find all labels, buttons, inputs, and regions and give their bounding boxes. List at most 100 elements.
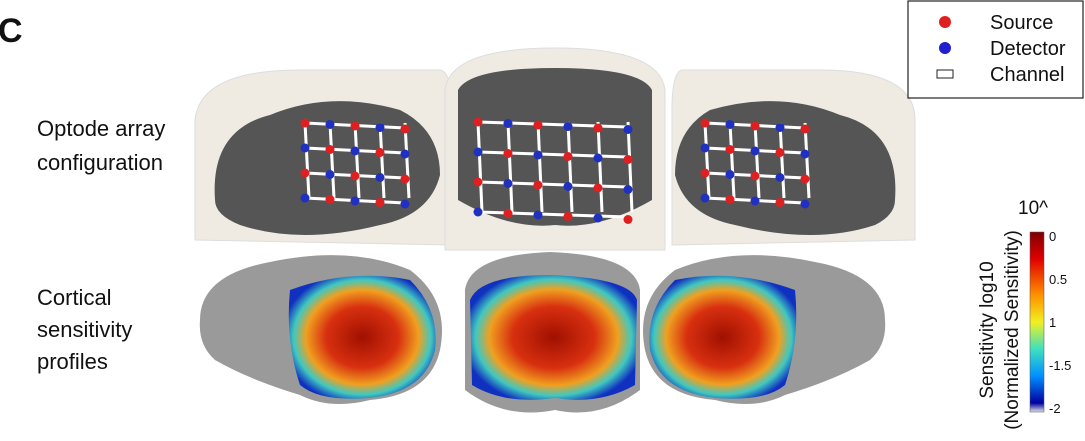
channel [506, 121, 514, 213]
optode [800, 174, 810, 184]
legend: Source Detector Channel [907, 0, 1084, 99]
channel [703, 122, 711, 199]
optode [750, 171, 760, 181]
channel [477, 180, 629, 189]
optode [503, 149, 513, 158]
optode [533, 210, 543, 220]
optode-grid [300, 117, 811, 224]
optode [375, 173, 385, 182]
optode [623, 215, 633, 224]
colorbar-title: 10^ [1018, 198, 1048, 219]
channel [403, 122, 411, 199]
legend-label: Source [990, 12, 1053, 34]
colorbar-tick-label: 0 [1049, 229, 1056, 244]
optode [473, 207, 483, 217]
optode [750, 121, 760, 131]
optode [350, 121, 360, 131]
channel [536, 121, 544, 213]
row-label: Optode array configuration [37, 116, 172, 175]
panel-label: C [0, 12, 23, 50]
channel [778, 122, 786, 199]
optode [300, 193, 310, 203]
optode [750, 196, 760, 206]
optode [623, 155, 633, 164]
optode [725, 170, 735, 179]
channel [803, 122, 811, 199]
colorbar: 10^ 0 0.5 1 -1.5 -2 Sensitivity log10 (Norma… [977, 198, 1071, 430]
optode [350, 196, 360, 206]
channel [303, 122, 311, 199]
optode [375, 123, 385, 132]
optode [473, 147, 483, 157]
row-label: Cortical sensitivity profiles [37, 285, 138, 374]
optode [533, 120, 543, 130]
row-label-line: sensitivity [37, 317, 132, 342]
optode [400, 199, 410, 209]
optode [350, 171, 360, 181]
channel [328, 122, 336, 199]
optode [375, 198, 385, 207]
optode [593, 183, 603, 193]
channel [477, 120, 629, 129]
optode [533, 180, 543, 190]
optode [750, 146, 760, 156]
optode [400, 124, 410, 134]
optode [725, 195, 735, 204]
optode [300, 118, 310, 128]
optode [800, 124, 810, 134]
channel [566, 121, 574, 213]
colorbar-tick-label: 0.5 [1049, 272, 1067, 287]
optode [400, 149, 410, 159]
optode [593, 123, 603, 133]
colorbar-axis-label: (Normalized Sensitivity) [1002, 230, 1023, 430]
channel [626, 121, 634, 213]
legend-swatch-detector [939, 42, 951, 54]
optode [350, 146, 360, 156]
row-label-line: profiles [37, 349, 108, 374]
optode [563, 182, 573, 191]
legend-label: Detector [990, 38, 1066, 60]
channel [753, 122, 761, 199]
optode [503, 119, 513, 128]
colorbar-ticks: 0 0.5 1 -1.5 -2 [1049, 229, 1071, 416]
optode [700, 168, 710, 178]
optode [700, 143, 710, 153]
optode [563, 212, 573, 221]
optode [375, 148, 385, 157]
optode [473, 117, 483, 127]
legend-label: Channel [990, 64, 1065, 86]
colorbar-tick-label: 1 [1049, 315, 1056, 330]
channel [476, 121, 484, 213]
colorbar-scale [1029, 231, 1045, 413]
optode [775, 173, 785, 182]
optode [775, 198, 785, 207]
optode [325, 170, 335, 179]
optode [300, 143, 310, 153]
colorbar-axis-label: Sensitivity log10 [977, 261, 998, 398]
legend-swatch-channel [936, 69, 954, 79]
optode [800, 149, 810, 159]
row-label-line: Cortical [37, 285, 112, 310]
row-label-line: Optode array [37, 116, 165, 141]
optode [533, 150, 543, 160]
channel [596, 121, 604, 213]
colorbar-tick-label: -2 [1049, 401, 1061, 416]
channel [477, 210, 629, 219]
optode [473, 177, 483, 187]
legend-box [907, 0, 1084, 99]
optode [593, 213, 603, 223]
optode [775, 148, 785, 157]
optode [593, 153, 603, 163]
channel [728, 122, 736, 199]
row-label-line: configuration [37, 150, 163, 175]
optode [325, 120, 335, 129]
optode [725, 120, 735, 129]
channel [353, 122, 361, 199]
optode [700, 118, 710, 128]
channel [378, 122, 386, 199]
brain-illustrations [199, 252, 886, 413]
optode [503, 179, 513, 188]
optode [623, 125, 633, 134]
optode [725, 145, 735, 154]
